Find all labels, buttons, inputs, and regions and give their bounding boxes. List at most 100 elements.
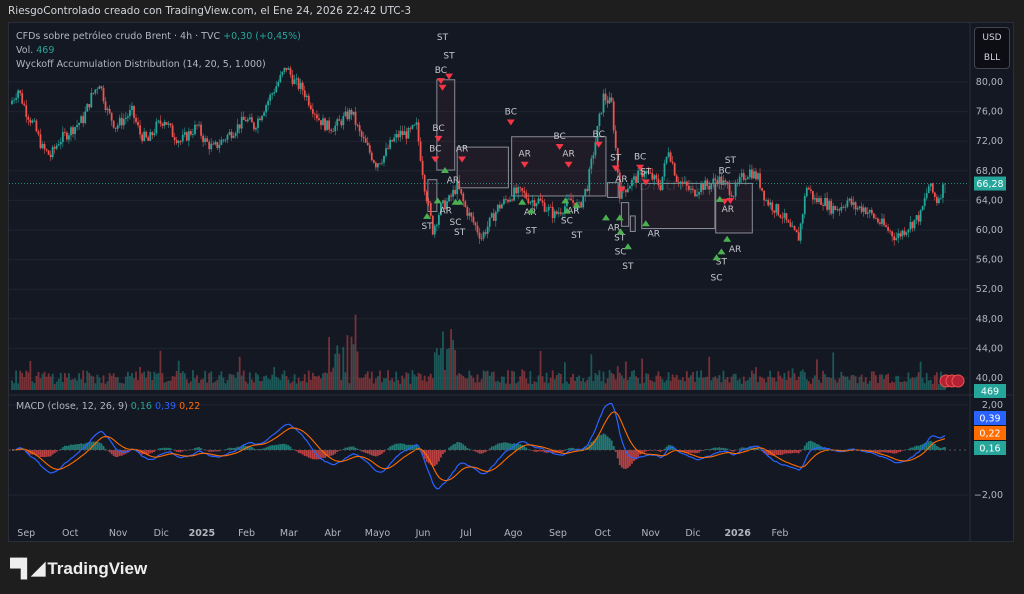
macd-histogram-bar: [490, 446, 493, 450]
macd-histogram-bar: [525, 447, 528, 450]
candle-body: [795, 229, 798, 233]
macd-histogram-bar: [913, 446, 916, 450]
volume-bar: [214, 381, 217, 390]
tradingview-logo[interactable]: ▀▌◢ TradingView: [10, 558, 147, 579]
sell-signal-triangle-icon: [436, 78, 445, 85]
volume-bar: [718, 375, 721, 390]
macd-histogram-bar: [868, 450, 871, 452]
macd-line-badge-bg: [974, 411, 1006, 425]
candle-body: [494, 211, 497, 221]
currency-unit-button[interactable]: USD BLL: [974, 27, 1010, 69]
volume-bar: [478, 382, 481, 390]
candle-body: [230, 131, 233, 138]
macd-histogram-bar: [226, 448, 229, 450]
candle-body: [895, 237, 898, 241]
volume-bar: [435, 348, 438, 390]
candle-body: [690, 188, 692, 190]
volume-bar: [41, 373, 44, 390]
volume-bar: [639, 383, 642, 390]
volume-bar: [348, 383, 351, 390]
macd-histogram-bar: [474, 450, 477, 452]
buy-signal-triangle-icon: [518, 198, 527, 205]
macd-signal-badge[interactable]: 0,22: [974, 426, 1006, 440]
candle-body: [694, 189, 696, 197]
last-price-badge[interactable]: 66,28: [974, 176, 1006, 191]
volume-bar: [935, 372, 938, 390]
volume-bar: [655, 375, 658, 390]
macd-histogram-bar: [208, 450, 211, 452]
candle-body: [836, 209, 839, 211]
candle-body: [155, 121, 158, 134]
macd-line-badge-text: 0,39: [979, 414, 1000, 425]
macd-histogram-bar: [624, 450, 627, 469]
volume-bar: [830, 378, 833, 390]
volume-bar: [13, 383, 15, 390]
macd-histogram-bar: [391, 445, 394, 450]
macd-line-badge[interactable]: 0,39: [974, 411, 1006, 425]
symbol-legend[interactable]: CFDs sobre petróleo crudo Brent · 4h · T…: [16, 31, 301, 42]
volume-legend[interactable]: Vol. 469: [16, 45, 54, 56]
candle-body: [401, 130, 404, 136]
macd-histogram-bar: [643, 450, 646, 453]
volume-bar: [513, 371, 515, 390]
wyckoff-legend[interactable]: Wyckoff Accumulation Distribution (14, 2…: [16, 59, 266, 70]
volume-bar: [799, 371, 802, 390]
macd-histogram-bar: [872, 450, 875, 452]
candle-body: [901, 230, 904, 237]
macd-histogram-bar: [381, 450, 383, 454]
candle-body: [435, 224, 438, 226]
candle-body: [407, 128, 410, 139]
candle-body: [610, 97, 613, 102]
macd-histogram-bar: [431, 450, 434, 467]
macd-histogram-bar: [139, 450, 141, 454]
macd-histogram-bar: [570, 447, 572, 450]
macd-histogram-bar: [535, 450, 538, 452]
macd-histogram-bar: [610, 440, 613, 450]
candle-body: [397, 134, 400, 138]
candle-body: [746, 177, 749, 180]
candle-body: [23, 103, 26, 106]
candle-body: [350, 109, 353, 115]
volume-bar: [854, 376, 857, 390]
candle-body: [352, 111, 355, 115]
time-tick-label: Sep: [17, 528, 35, 539]
volume-bar: [173, 376, 176, 390]
volume-bar: [938, 383, 940, 390]
volume-bar: [234, 378, 237, 390]
volume-bar: [661, 379, 664, 390]
wyckoff-label: BC: [432, 124, 444, 134]
candle-body: [318, 118, 320, 121]
last-price-badge-text: 66,28: [976, 179, 1003, 190]
volume-bar: [531, 383, 534, 390]
macd-legend[interactable]: MACD (close, 12, 26, 9) 0,16 0,39 0,22: [16, 401, 200, 412]
macd-histogram-bar: [472, 450, 475, 451]
candle-body: [653, 175, 656, 180]
volume-bar: [931, 383, 934, 390]
candle-body: [344, 111, 347, 116]
macd-hist-badge[interactable]: 0,16: [974, 441, 1006, 455]
volume-bar: [57, 378, 60, 390]
candle-body: [663, 163, 666, 177]
volume-bar: [11, 380, 13, 390]
candle-body: [718, 176, 721, 184]
volume-bar: [393, 381, 396, 390]
candle-body: [675, 175, 678, 182]
candle-body: [726, 182, 729, 185]
macd-histogram-bar: [287, 445, 290, 450]
wyckoff-label: ST: [454, 228, 466, 238]
candle-body: [336, 119, 339, 126]
volume-badge[interactable]: 469: [974, 384, 1006, 398]
volume-bar: [826, 377, 829, 390]
volume-bar: [907, 372, 910, 390]
macd-histogram-bar: [311, 450, 314, 460]
candle-body: [734, 183, 737, 197]
macd-histogram-bar: [265, 447, 268, 450]
macd-histogram-bar: [797, 450, 800, 454]
unit-label: BLL: [983, 53, 1001, 63]
volume-bar: [687, 377, 690, 390]
candle-body: [681, 181, 684, 183]
volume-bar: [271, 374, 274, 390]
macd-histogram-bar: [456, 442, 459, 450]
volume-bar: [285, 375, 288, 390]
